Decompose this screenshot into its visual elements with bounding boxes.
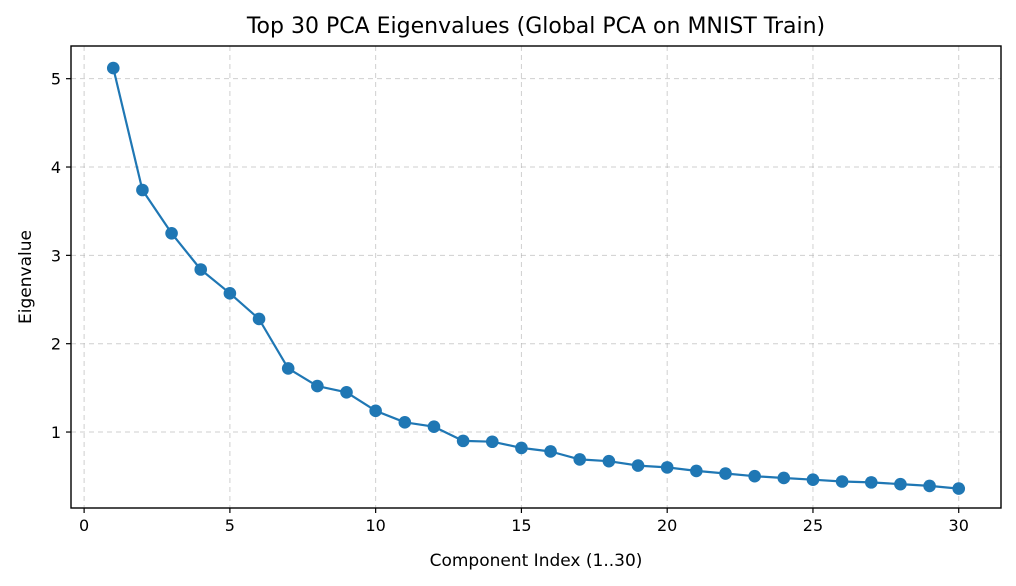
data-point [952,482,966,495]
data-point [573,453,587,466]
axis-ticks: 0 5 10 15 20 25 30 1 2 3 4 5 [51,70,969,535]
data-point [515,441,528,455]
series-line [112,67,959,490]
x-tick-label: 20 [657,516,677,535]
data-point [602,454,616,468]
data-point [456,434,470,448]
chart-title: Top 30 PCA Eigenvalues (Global PCA on MN… [246,14,825,39]
plot-frame [70,45,1002,509]
x-tick-label: 0 [79,516,89,535]
data-point [864,476,878,489]
data-point [777,471,791,485]
y-tick-label: 5 [51,70,61,89]
data-point [369,404,382,418]
x-axis-label: Component Index (1..30) [430,551,643,571]
y-tick-label: 4 [51,158,61,177]
data-point [719,467,732,480]
data-point [311,379,324,393]
data-point [806,473,820,487]
y-tick-label: 3 [51,246,61,265]
x-tick-label: 25 [803,516,823,535]
x-tick-label: 5 [225,516,235,535]
data-point [485,435,499,449]
data-point [690,464,703,478]
data-point [106,61,120,75]
x-tick-label: 30 [949,516,969,535]
data-point [544,445,557,458]
data-point [835,475,849,488]
data-point [398,416,412,429]
data-point [281,362,295,375]
data-point [252,312,266,326]
data-point [165,226,178,240]
data-point [136,183,149,197]
y-tick-label: 1 [51,423,61,442]
grid [71,46,1001,508]
x-tick-label: 10 [365,516,385,535]
data-point [340,385,353,399]
data-point [631,459,645,472]
data-point [748,469,761,483]
series-group [106,61,966,495]
data-point [894,477,907,491]
data-point [660,461,674,474]
data-point [194,263,208,276]
data-point [223,287,237,300]
data-point [923,479,936,493]
x-tick-label: 15 [511,516,531,535]
y-axis-label: Eigenvalue [16,230,36,324]
y-tick-label: 2 [51,335,61,354]
data-point [427,420,441,434]
